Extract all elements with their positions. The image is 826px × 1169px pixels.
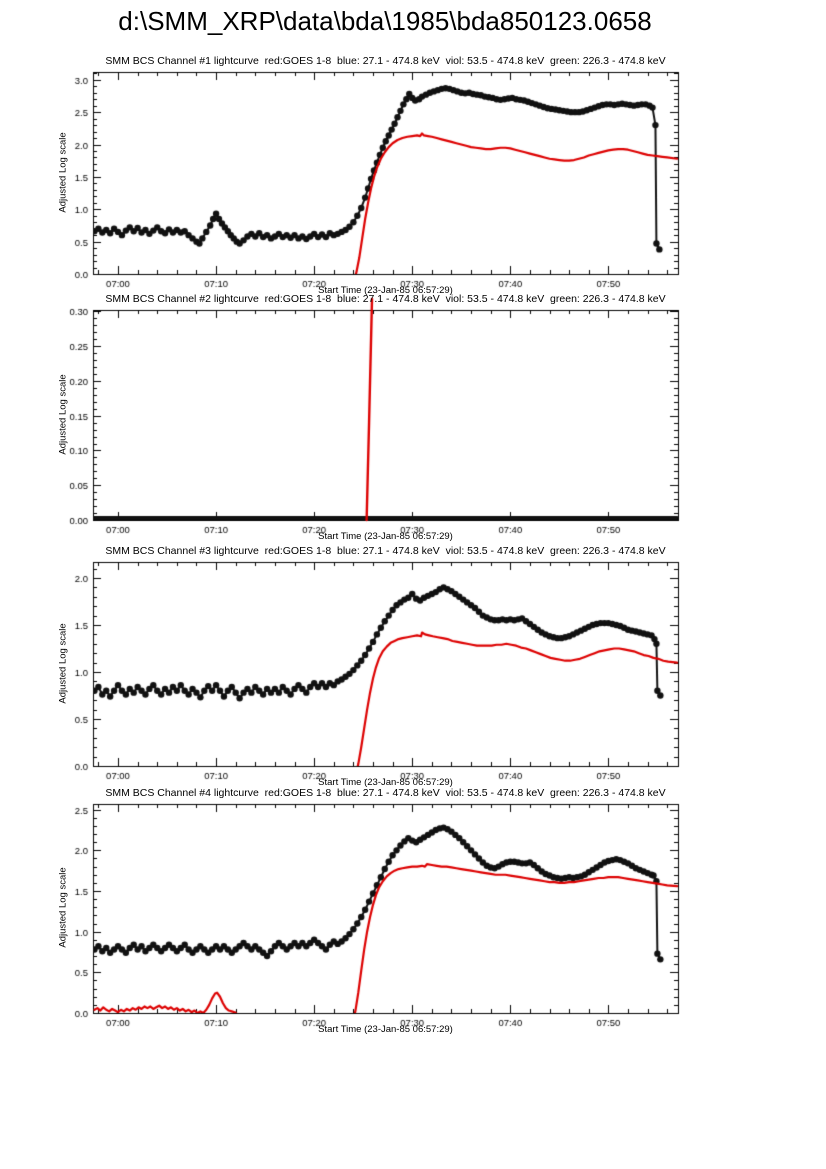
panel-1-title: SMM BCS Channel #1 lightcurve red:GOES 1… (105, 55, 666, 67)
panel-4-title: SMM BCS Channel #4 lightcurve red:GOES 1… (105, 787, 666, 799)
panel-3-y-axis-label: Adjusted Log scale (57, 623, 69, 704)
panel-1-y-axis-label: Adjusted Log scale (57, 132, 69, 213)
panel-3-title: SMM BCS Channel #3 lightcurve red:GOES 1… (105, 545, 666, 557)
panel-2-x-axis-label: Start Time (23-Jan-85 06:57:29) (318, 531, 453, 542)
page-title: d:\SMM_XRP\data\bda\1985\bda850123.0658 (118, 6, 652, 36)
panel-1-x-axis-label: Start Time (23-Jan-85 06:57:29) (318, 285, 453, 296)
panel-4-y-axis-label: Adjusted Log scale (57, 867, 69, 948)
panel-2-y-axis-label: Adjusted Log scale (57, 374, 69, 455)
panel-4-x-axis-label: Start Time (23-Jan-85 06:57:29) (318, 1024, 453, 1035)
panel-3-x-axis-label: Start Time (23-Jan-85 06:57:29) (318, 777, 453, 788)
panel-2-title: SMM BCS Channel #2 lightcurve red:GOES 1… (105, 293, 666, 305)
